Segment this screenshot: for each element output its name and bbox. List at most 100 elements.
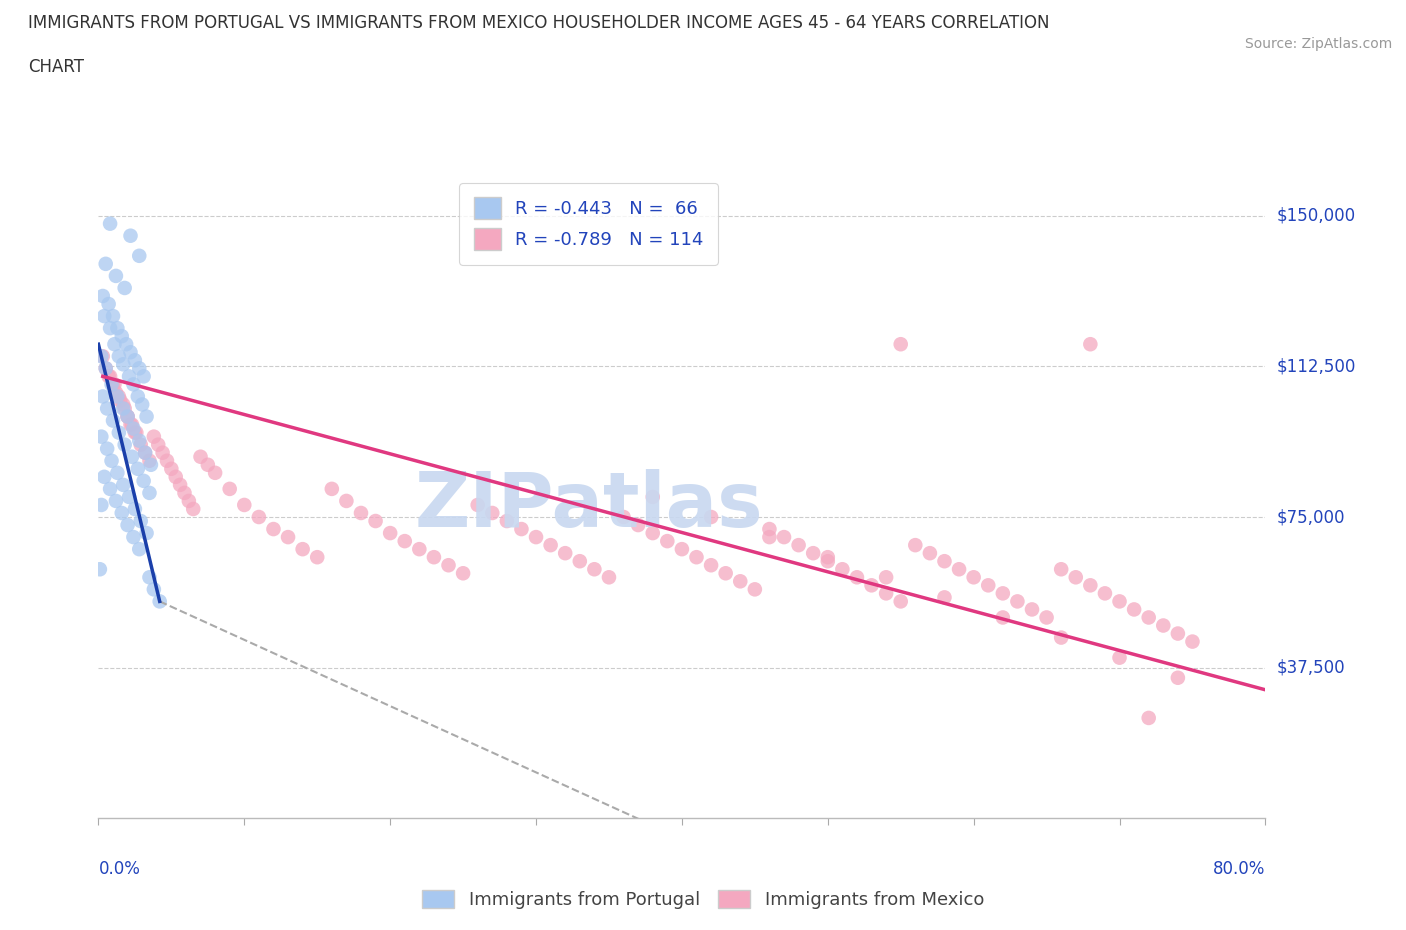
Point [197,458,219,472]
Point [568,553,591,568]
Point [94,257,117,272]
Point [641,489,664,504]
Point [111,506,134,521]
Point [118,369,141,384]
Point [204,465,226,480]
Point [110,393,132,408]
Point [93,309,115,324]
Point [218,482,240,497]
Point [408,541,430,556]
Point [657,534,679,549]
Point [307,550,329,565]
Point [108,389,131,404]
Point [90,349,112,364]
Point [91,288,114,303]
Point [1167,671,1189,685]
Point [890,337,912,352]
Point [875,586,897,601]
Point [98,482,121,497]
Point [991,610,1014,625]
Point [1050,562,1073,577]
Point [1035,610,1057,625]
Point [105,321,128,336]
Point [1094,586,1116,601]
Point [181,501,204,516]
Point [132,369,155,384]
Point [467,498,489,512]
Point [112,477,135,492]
Point [165,470,187,485]
Point [991,586,1014,601]
Text: CHART: CHART [28,58,84,75]
Point [817,550,839,565]
Point [98,216,121,231]
Point [131,397,153,412]
Point [495,513,517,528]
Point [1108,650,1130,665]
Point [758,530,780,545]
Point [114,401,136,416]
Point [94,361,117,376]
Point [169,477,191,492]
Point [104,494,127,509]
Point [127,461,149,476]
Point [510,522,533,537]
Point [758,522,780,537]
Point [112,401,135,416]
Point [127,389,149,404]
Point [96,441,118,456]
Point [801,546,824,561]
Point [700,558,723,573]
Point [103,337,125,352]
Point [90,498,112,512]
Point [394,534,416,549]
Point [817,553,839,568]
Point [96,401,118,416]
Point [1137,711,1160,725]
Point [1137,610,1160,625]
Point [321,482,343,497]
Point [121,449,143,464]
Point [787,538,810,552]
Point [364,513,387,528]
Point [97,369,120,384]
Point [1167,626,1189,641]
Point [124,425,146,440]
Point [128,541,150,556]
Point [1123,602,1146,617]
Point [934,553,956,568]
Text: $150,000: $150,000 [1277,206,1355,225]
Point [1021,602,1043,617]
Point [135,525,157,540]
Point [177,494,200,509]
Point [142,430,165,445]
Point [120,418,142,432]
Point [120,345,142,360]
Point [108,425,131,440]
Point [93,470,115,485]
Point [90,430,112,445]
Point [1064,570,1087,585]
Point [714,565,737,580]
Point [1050,631,1073,645]
Point [152,445,174,460]
Point [335,494,357,509]
Text: 0.0%: 0.0% [98,860,141,878]
Point [524,530,547,545]
Point [117,518,139,533]
Point [845,570,868,585]
Point [1152,618,1174,633]
Point [934,590,956,604]
Point [132,473,155,488]
Point [156,453,179,468]
Point [91,389,114,404]
Text: IMMIGRANTS FROM PORTUGAL VS IMMIGRANTS FROM MEXICO HOUSEHOLDER INCOME AGES 45 - : IMMIGRANTS FROM PORTUGAL VS IMMIGRANTS F… [28,14,1050,32]
Point [135,409,157,424]
Text: $37,500: $37,500 [1277,658,1346,677]
Legend: Immigrants from Portugal, Immigrants from Mexico: Immigrants from Portugal, Immigrants fro… [415,883,991,916]
Point [117,409,139,424]
Point [977,578,1000,592]
Point [173,485,195,500]
Point [117,409,139,424]
Point [128,248,150,263]
